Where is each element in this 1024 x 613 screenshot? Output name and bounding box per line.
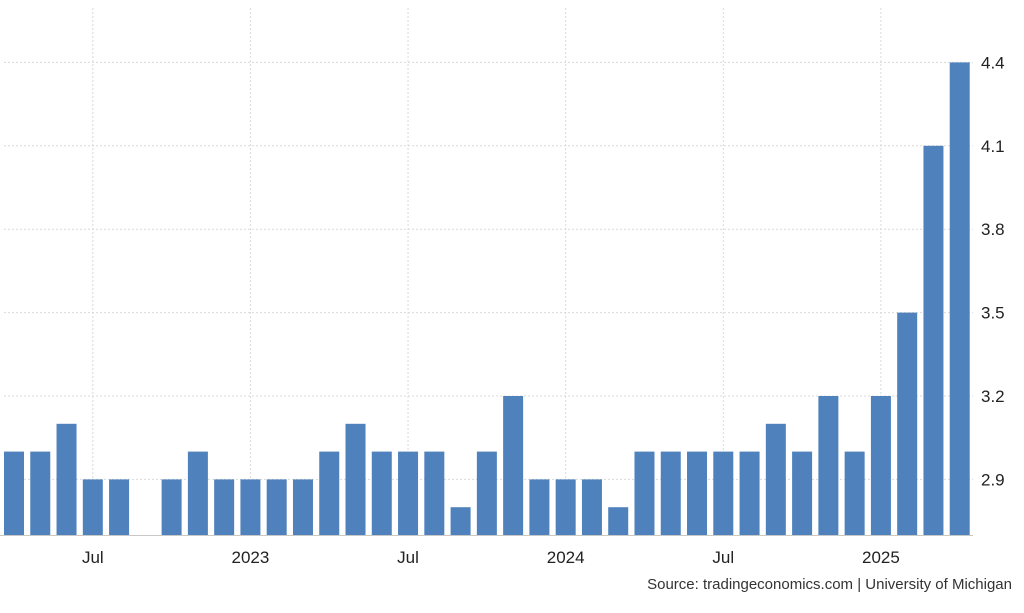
bar xyxy=(109,479,130,535)
bar xyxy=(56,423,77,535)
bar xyxy=(897,312,918,535)
x-tick-label: Jul xyxy=(712,548,734,567)
y-tick-label: 3.8 xyxy=(981,220,1005,239)
bar xyxy=(687,451,708,535)
bar xyxy=(923,145,944,536)
y-axis-ticks: 2.9 3.2 3.5 3.8 4.1 4.4 xyxy=(981,53,1005,489)
y-tick-label: 4.1 xyxy=(981,137,1005,156)
bar xyxy=(319,451,340,535)
bar xyxy=(555,479,576,535)
bar xyxy=(30,451,51,535)
bar xyxy=(82,479,103,535)
bar xyxy=(266,479,287,535)
x-tick-label: Jul xyxy=(82,548,104,567)
y-tick-label: 2.9 xyxy=(981,470,1005,489)
bar xyxy=(792,451,813,535)
bar xyxy=(765,423,786,535)
y-tick-label: 3.2 xyxy=(981,387,1005,406)
bars xyxy=(4,62,970,536)
bar xyxy=(292,479,313,535)
x-tick-label: 2025 xyxy=(862,548,900,567)
bar xyxy=(398,451,419,535)
bar xyxy=(844,451,865,535)
bar xyxy=(371,451,392,535)
bar xyxy=(713,451,734,535)
bar xyxy=(634,451,655,535)
bar xyxy=(214,479,235,535)
bar xyxy=(450,507,471,535)
x-tick-label: 2023 xyxy=(232,548,270,567)
x-tick-label: Jul xyxy=(397,548,419,567)
bar xyxy=(608,507,629,535)
bar xyxy=(161,479,182,535)
bar xyxy=(187,451,208,535)
bar xyxy=(870,396,891,535)
bar xyxy=(424,451,445,535)
bar xyxy=(660,451,681,535)
bar xyxy=(345,423,366,535)
y-tick-label: 3.5 xyxy=(981,304,1005,323)
source-attribution: Source: tradingeconomics.com | Universit… xyxy=(647,576,1012,593)
bar xyxy=(240,479,261,535)
bar xyxy=(739,451,760,535)
bar xyxy=(949,62,970,536)
bar xyxy=(818,396,839,535)
bar xyxy=(4,451,24,535)
bar xyxy=(529,479,550,535)
bar xyxy=(581,479,602,535)
x-tick-label: 2024 xyxy=(547,548,585,567)
bar xyxy=(503,396,524,535)
y-tick-label: 4.4 xyxy=(981,53,1005,72)
bar xyxy=(476,451,497,535)
x-axis-ticks: Jul 2023 Jul 2024 Jul 2025 xyxy=(82,548,900,567)
